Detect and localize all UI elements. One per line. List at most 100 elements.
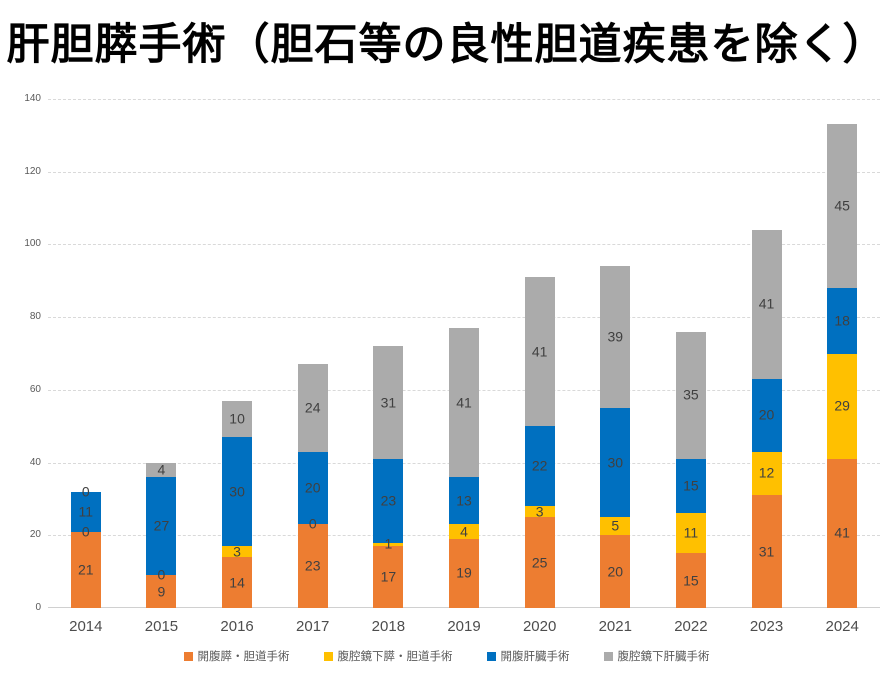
legend-item: 開腹肝臓手術	[486, 648, 570, 664]
bar-segment	[449, 524, 479, 539]
bar-value-label: 30	[229, 483, 245, 500]
legend-label: 開腹肝臓手術	[500, 651, 570, 663]
bar-2023: 31 12 20 41	[751, 99, 782, 608]
legend-swatch-icon	[323, 651, 333, 661]
bar-value-label: 41	[834, 524, 850, 541]
bar-value-label: 19	[456, 564, 472, 581]
y-tick-label: 80	[29, 311, 41, 323]
bar-segment	[449, 538, 479, 608]
x-tick-label: 2015	[144, 618, 179, 635]
bar-value-label: 27	[153, 517, 170, 534]
plot-area: 0 20 40 60 80 100 120 140 21 0 11 0 2014 9 0 27 4 2015 14 3…	[24, 94, 880, 635]
bar-value-label: 17	[380, 568, 397, 585]
bar-value-label: 21	[78, 561, 94, 578]
bar-2014: 21 0 11 0	[70, 99, 101, 608]
bar-segment	[827, 288, 858, 354]
x-tick-label: 2020	[522, 618, 557, 635]
bar-segment	[675, 331, 706, 459]
bar-value-label: 10	[229, 410, 245, 427]
bar-segment	[600, 535, 631, 608]
legend-item: 腹腔鏡下膵・胆道手術	[323, 648, 453, 664]
legend-swatch-icon	[486, 651, 496, 661]
bar-segment	[70, 491, 101, 532]
bar-segment	[222, 400, 253, 438]
legend-label: 開腹膵・胆道手術	[197, 651, 290, 663]
bar-value-label: 11	[683, 524, 699, 541]
bar-segment	[751, 378, 782, 452]
bar-2024: 41 29 18 45	[827, 99, 858, 608]
bar-value-label: 23	[304, 557, 321, 574]
y-tick-label: 140	[24, 93, 41, 104]
grid-line	[48, 171, 880, 173]
legend-label: 腹腔鏡下肝臓手術	[617, 651, 710, 663]
bar-value-label: 0	[308, 515, 317, 532]
y-tick-label: 120	[24, 165, 41, 177]
bar-value-label: 41	[531, 343, 548, 360]
bar-value-label: 29	[834, 397, 850, 414]
x-tick-label: 2014	[69, 618, 103, 635]
bar-value-label: 20	[304, 479, 321, 496]
grid-line	[48, 244, 880, 246]
bar-segment	[600, 266, 631, 409]
y-tick-label: 0	[35, 602, 41, 613]
legend-swatch-icon	[183, 651, 193, 661]
bar-value-label: 24	[304, 399, 321, 416]
bar-2018: 17 1 23 31	[373, 99, 404, 608]
y-tick-label: 100	[24, 238, 41, 250]
bar-segment	[600, 517, 631, 536]
bar-segment	[373, 458, 404, 543]
bar-segment	[373, 542, 404, 547]
bar-value-label: 30	[607, 454, 624, 471]
bar-value-label: 25	[531, 554, 548, 571]
bar-segment	[373, 546, 404, 608]
bar-segment	[146, 477, 177, 576]
bar-value-label: 39	[607, 328, 624, 345]
bar-value-label: 35	[683, 386, 699, 403]
bar-segment	[827, 124, 858, 289]
x-tick-label: 2016	[220, 618, 254, 635]
bar-segment	[751, 229, 782, 379]
legend-item: 腹腔鏡下肝臓手術	[603, 648, 710, 664]
bar-value-label: 15	[683, 572, 699, 589]
bar-segment	[827, 353, 858, 459]
bar-value-label: 23	[380, 492, 397, 509]
bar-segment	[222, 437, 253, 547]
bar-value-label: 0	[81, 483, 90, 500]
bar-segment	[675, 553, 706, 608]
bar-segment	[751, 495, 782, 608]
bar-value-label: 20	[758, 406, 775, 423]
bar-value-label: 4	[157, 461, 166, 478]
bar-value-label: 13	[456, 492, 472, 509]
chart-title: 肝胆膵手術（胆石等の良性胆道疾患を除く）	[6, 21, 887, 69]
legend-label: 腹腔鏡下膵・胆道手術	[337, 651, 453, 663]
bar-segment	[222, 557, 253, 608]
bar-value-label: 12	[758, 464, 775, 481]
bar-value-label: 3	[233, 543, 241, 560]
bar-value-label: 15	[683, 477, 699, 494]
x-tick-label: 2024	[825, 618, 859, 635]
bar-value-label: 31	[758, 543, 775, 560]
bar-value-label: 0	[81, 523, 90, 540]
bar-segment	[222, 546, 253, 558]
bar-value-label: 22	[531, 457, 548, 474]
bar-value-label: 18	[834, 312, 850, 329]
bar-2016: 14 3 30 10	[222, 99, 253, 608]
bar-segment	[524, 277, 555, 427]
bar-segment	[751, 451, 782, 496]
bar-segment	[146, 462, 177, 478]
grid-line	[48, 317, 880, 319]
bar-segment	[449, 477, 479, 525]
x-tick-label: 2017	[296, 618, 330, 635]
bar-2021: 20 5 30 39	[600, 99, 631, 608]
bar-value-label: 3	[535, 503, 544, 520]
x-tick-label: 2019	[447, 618, 481, 635]
legend-swatch-icon	[603, 651, 613, 661]
bar-value-label: 4	[460, 523, 468, 540]
x-tick-label: 2023	[749, 618, 784, 635]
legend: 開腹膵・胆道手術 腹腔鏡下膵・胆道手術 開腹肝臓手術 腹腔鏡下肝臓手術	[0, 648, 893, 664]
bar-segment	[600, 408, 631, 518]
bar-segment	[297, 451, 328, 525]
bar-value-label: 45	[834, 197, 850, 214]
bar-value-label: 41	[456, 394, 472, 411]
bar-2022: 15 11 15 35	[675, 99, 706, 608]
